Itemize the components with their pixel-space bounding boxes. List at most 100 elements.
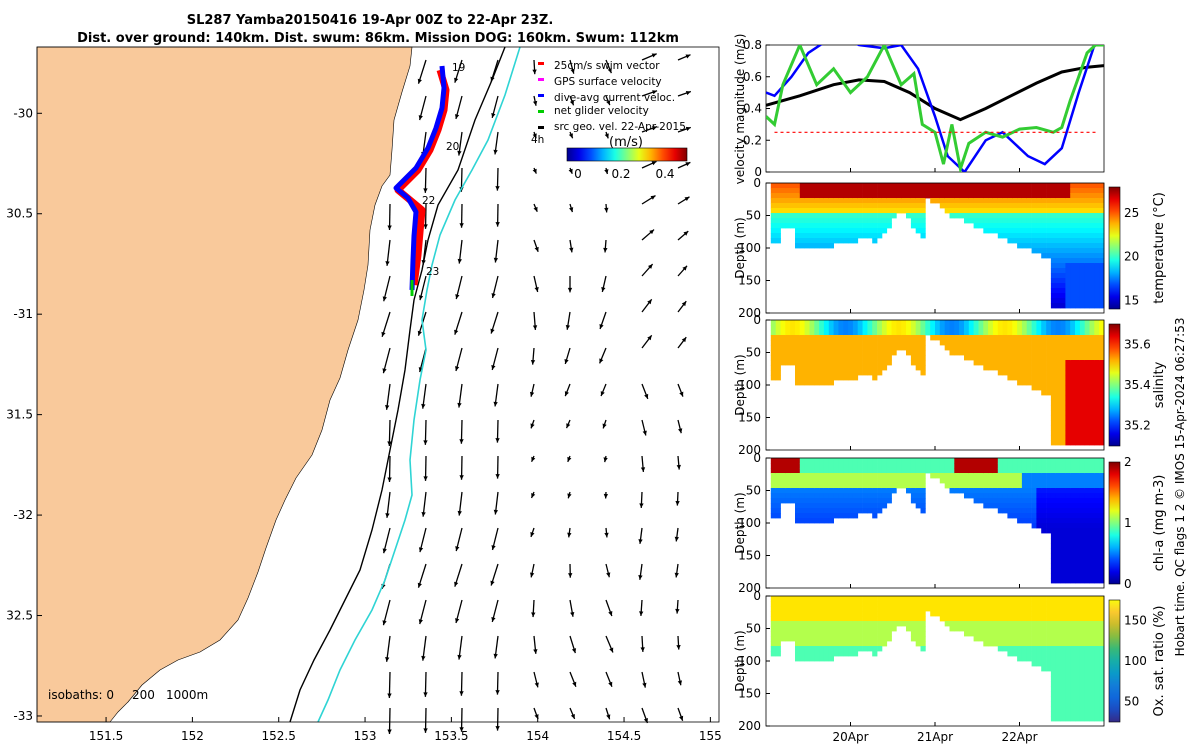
current-vector-head	[566, 423, 571, 429]
section-cell	[944, 325, 950, 331]
section-cell	[1002, 223, 1008, 229]
section-cell	[954, 193, 960, 199]
section-cell	[1079, 188, 1086, 194]
section-cell	[1036, 596, 1042, 602]
section-cell	[1050, 518, 1057, 524]
section-cell	[1046, 238, 1052, 244]
section-cell	[1079, 385, 1086, 391]
section-cell	[795, 468, 801, 474]
section-cell	[1060, 661, 1066, 667]
section-cell	[920, 473, 926, 479]
section-cell	[906, 596, 912, 602]
section-cell	[1017, 375, 1023, 381]
section-cell	[804, 213, 810, 219]
section-cell	[1079, 651, 1086, 657]
section-cell	[775, 626, 781, 632]
section-cell	[920, 621, 926, 627]
section-cell	[1041, 243, 1047, 249]
section-cell	[872, 631, 878, 637]
section-cell	[862, 483, 868, 489]
section-cell	[1041, 478, 1047, 484]
section-cell	[1079, 646, 1086, 652]
section-cell	[785, 325, 791, 331]
isobath-1000-line	[317, 46, 521, 723]
section-cell	[1079, 198, 1086, 204]
section-cell	[978, 626, 984, 632]
section-cell	[770, 335, 776, 341]
section-cell	[1050, 606, 1057, 612]
section-cell	[785, 198, 791, 204]
section-cell	[992, 208, 999, 214]
section-cell	[1099, 330, 1105, 336]
section-ylabel: Depth (m)	[733, 217, 747, 278]
section-cell	[891, 458, 897, 464]
section-cell	[867, 508, 873, 514]
section-cell	[997, 345, 1003, 351]
section-cell	[1075, 218, 1081, 224]
section-cell	[843, 606, 849, 612]
colorbar-tick-0: 0	[574, 167, 582, 181]
section-cell	[857, 218, 863, 224]
section-cell	[1099, 360, 1105, 366]
section-cell	[872, 513, 878, 519]
section-cell	[1084, 458, 1090, 464]
section-cell	[997, 596, 1003, 602]
section-cell	[1075, 385, 1081, 391]
section-cell	[1055, 671, 1061, 677]
section-cell	[1079, 233, 1086, 239]
section-cell	[1002, 208, 1008, 214]
section-cell	[1007, 458, 1013, 464]
section-cell	[1036, 380, 1042, 386]
section-cell	[848, 370, 854, 376]
section-cell	[1099, 468, 1105, 474]
section-cell	[867, 228, 873, 234]
section-cell	[1050, 508, 1057, 514]
section-cell	[1084, 656, 1090, 662]
section-cell	[1046, 345, 1052, 351]
section-cell	[1050, 611, 1057, 617]
section-cell	[833, 238, 839, 244]
section-cell	[1046, 243, 1052, 249]
section-cell	[1050, 405, 1057, 411]
section-cell	[1065, 435, 1071, 441]
section-cell	[1041, 223, 1047, 229]
section-cell	[1089, 268, 1095, 274]
section-cell	[867, 365, 873, 371]
section-cell	[1065, 553, 1071, 559]
section-cell	[1075, 503, 1081, 509]
section-cell	[910, 473, 917, 479]
section-cell	[852, 345, 859, 351]
section-cell	[1060, 375, 1066, 381]
section-cell	[881, 478, 888, 484]
section-cell	[1007, 463, 1013, 469]
section-cell	[823, 218, 830, 224]
section-cell	[799, 238, 805, 244]
section-cell	[1099, 253, 1105, 259]
section-cell	[795, 478, 801, 484]
section-cell	[857, 340, 863, 346]
section-cell	[1070, 405, 1076, 411]
section-cell	[1002, 325, 1008, 331]
section-cell	[809, 218, 815, 224]
section-cell	[843, 616, 849, 622]
section-cell	[1060, 258, 1066, 264]
section-cell	[1089, 483, 1095, 489]
section-cell	[848, 646, 854, 652]
velocity-y-tick-label: 0	[754, 165, 762, 179]
section-cell	[1046, 380, 1052, 386]
section-cell	[852, 508, 859, 514]
section-cell	[852, 641, 859, 647]
section-cell	[1055, 243, 1061, 249]
section-cell	[1050, 661, 1057, 667]
section-cell	[954, 606, 960, 612]
section-cell	[1017, 646, 1023, 652]
section-cell	[1050, 293, 1057, 299]
section-cell	[983, 463, 989, 469]
section-cell	[954, 188, 960, 194]
section-cell	[862, 183, 868, 189]
section-cell	[1007, 513, 1013, 519]
section-cell	[1084, 483, 1090, 489]
section-cell	[814, 198, 820, 204]
section-cell	[920, 208, 926, 214]
section-cell	[1075, 606, 1081, 612]
